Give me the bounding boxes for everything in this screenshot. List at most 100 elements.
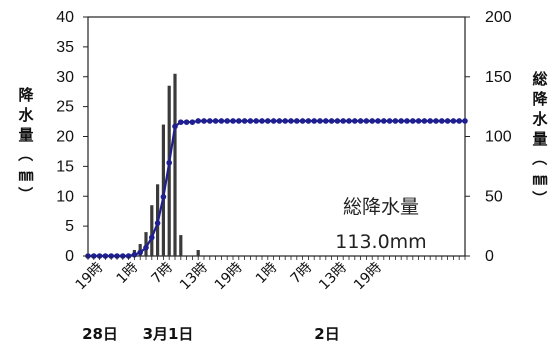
- cumulative-point: [439, 118, 445, 124]
- left-tick-label: 15: [56, 158, 74, 175]
- x-tick-label: 13時: [177, 260, 211, 294]
- cumulative-point: [259, 118, 265, 124]
- cumulative-point: [241, 118, 248, 124]
- x-tick-label: 7時: [149, 260, 177, 288]
- cumulative-point: [450, 118, 457, 124]
- axis-titles: 降水量 （ ㎜ ） 総降水量 （ ㎜ ）: [16, 70, 548, 206]
- cumulative-point: [415, 118, 422, 124]
- axis-title-char: 水: [18, 106, 34, 124]
- left-tick-label: 0: [65, 248, 74, 265]
- rain-bar: [161, 124, 165, 256]
- left-tick-label: 40: [56, 9, 74, 26]
- right-tick-label: 50: [485, 188, 503, 205]
- cumulative-point: [311, 118, 318, 124]
- cumulative-point: [444, 118, 451, 124]
- axis-title-char: 量: [532, 130, 547, 148]
- x-tick-label: 7時: [288, 260, 316, 288]
- axis-title-char: ㎜: [532, 170, 547, 188]
- right-tick-label: 150: [485, 69, 512, 86]
- cumulative-point: [160, 194, 167, 200]
- x-tick-label: 1時: [253, 260, 281, 288]
- cumulative-point: [299, 118, 306, 124]
- cumulative-point: [172, 123, 178, 130]
- axis-title-char: 水: [532, 110, 548, 128]
- axis-title-char: 降: [532, 90, 548, 108]
- cumulative-point: [265, 118, 271, 124]
- cumulative-point: [236, 118, 242, 124]
- plot-border: [87, 16, 466, 257]
- total-rainfall-annotation: 総降水量 113.0mm: [335, 196, 426, 253]
- axis-title-char: ㎜: [18, 166, 33, 184]
- cumulative-point: [433, 118, 439, 124]
- cumulative-point: [346, 118, 352, 124]
- hourly-rainfall-bars: [132, 73, 200, 257]
- cumulative-point: [288, 118, 294, 124]
- left-axis-title: 降水量 （ ㎜ ）: [16, 86, 34, 202]
- axis-title-char: （: [530, 150, 548, 165]
- x-tick-label: 1時: [114, 260, 142, 288]
- rain-bar: [179, 235, 183, 256]
- right-tick-label: 0: [485, 248, 494, 265]
- axis-title-char: ）: [530, 190, 548, 205]
- left-tick-label: 10: [56, 188, 74, 205]
- cumulative-point: [207, 118, 213, 124]
- cumulative-point: [305, 118, 312, 124]
- rain-bar: [196, 250, 200, 256]
- left-tick-label: 25: [56, 99, 74, 116]
- date-label: 3月1日: [143, 325, 194, 343]
- right-axis-title: 総降水量 （ ㎜ ）: [530, 70, 548, 206]
- cumulative-point: [462, 118, 468, 124]
- cumulative-point: [195, 118, 201, 124]
- cumulative-point: [427, 118, 434, 124]
- cumulative-point: [253, 118, 259, 124]
- cumulative-point: [369, 118, 376, 124]
- cumulative-point: [392, 118, 399, 124]
- axis-title-char: 降: [18, 86, 34, 104]
- x-tick-label: 13時: [316, 260, 350, 294]
- plot-frame: [87, 16, 466, 257]
- x-tick-label: 19時: [351, 260, 385, 294]
- cumulative-point: [456, 118, 463, 124]
- cumulative-point: [201, 118, 207, 124]
- right-tick-label: 100: [485, 129, 512, 146]
- cumulative-point: [294, 118, 300, 124]
- left-axis-ticks: 0 5 10 15 20 25 30 35 40: [56, 9, 88, 265]
- cumulative-point: [334, 118, 341, 124]
- cumulative-point: [323, 118, 329, 124]
- cumulative-point: [375, 118, 381, 124]
- cumulative-point: [317, 118, 323, 124]
- x-axis-ticks: 19時 1時 7時 13時 19時 1時 7時 13時 19時: [73, 256, 466, 294]
- cumulative-point: [270, 118, 277, 124]
- annotation-title: 総降水量: [343, 196, 419, 218]
- axis-title-char: ）: [16, 186, 34, 201]
- cumulative-point: [381, 118, 387, 124]
- cumulative-point: [386, 118, 393, 124]
- cumulative-point: [352, 118, 358, 124]
- cumulative-point: [166, 159, 172, 166]
- right-tick-label: 200: [485, 9, 512, 26]
- cumulative-point: [131, 252, 138, 258]
- cumulative-point: [357, 118, 364, 124]
- cumulative-point: [218, 118, 225, 124]
- rain-bar: [173, 73, 177, 256]
- cumulative-point: [178, 119, 184, 125]
- cumulative-point: [363, 118, 370, 124]
- axis-title-char: 量: [18, 126, 33, 144]
- date-labels: 28日 3月1日 2日: [82, 325, 340, 343]
- cumulative-point: [276, 118, 283, 124]
- cumulative-rainfall-line: [85, 118, 468, 259]
- left-tick-label: 5: [65, 218, 74, 235]
- cumulative-point: [137, 249, 143, 256]
- date-label: 28日: [82, 325, 118, 343]
- cumulative-point: [410, 118, 416, 124]
- rain-bar: [167, 85, 171, 257]
- cumulative-point: [340, 118, 347, 124]
- cumulative-point: [212, 118, 219, 124]
- x-tick-label: 19時: [212, 260, 246, 294]
- annotation-value: 113.0mm: [335, 231, 426, 253]
- date-label: 2日: [314, 325, 339, 343]
- cumulative-point: [230, 118, 236, 124]
- x-tick-label: 19時: [73, 260, 107, 294]
- cumulative-point: [404, 118, 410, 124]
